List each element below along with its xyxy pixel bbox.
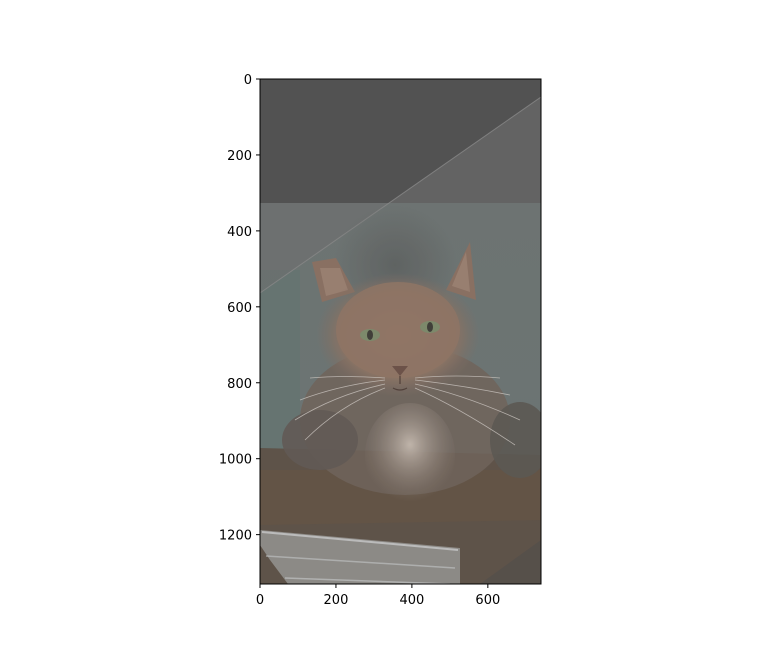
y-tick-label: 1200 — [219, 529, 252, 544]
y-tick-label: 1000 — [219, 453, 252, 468]
cat-chest — [365, 403, 455, 507]
y-tick-label: 400 — [227, 225, 252, 240]
x-tick-label: 200 — [324, 593, 349, 608]
x-axis: 0 200 400 600 — [256, 584, 500, 608]
x-tick-label: 600 — [475, 593, 500, 608]
y-tick-label: 0 — [244, 73, 252, 88]
cloth-region — [260, 530, 460, 584]
x-tick-label: 400 — [399, 593, 424, 608]
image-content — [260, 79, 541, 584]
axes-frame — [259, 78, 542, 585]
y-tick-label: 600 — [227, 301, 252, 316]
y-axis: 0 200 400 600 800 1000 1200 — [219, 73, 260, 544]
cat-nose — [392, 366, 408, 376]
x-tick-label: 0 — [256, 593, 264, 608]
cat-whiskers — [294, 375, 521, 446]
y-tick-label: 800 — [227, 377, 252, 392]
y-tick-label: 200 — [227, 149, 252, 164]
